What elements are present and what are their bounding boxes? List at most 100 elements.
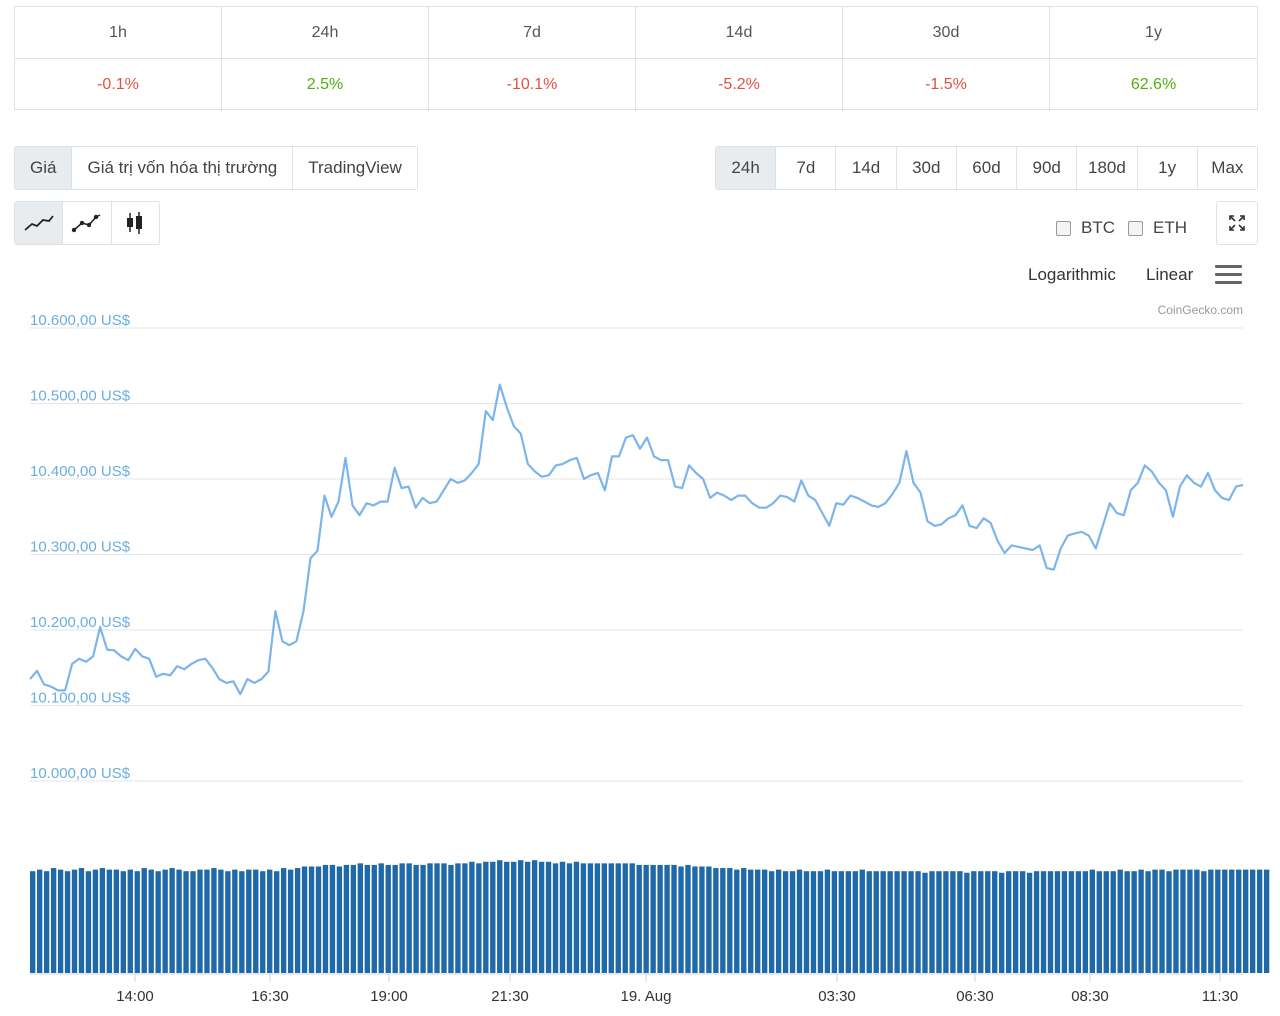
volume-bar [1145,871,1151,973]
line-chart-button[interactable] [15,202,64,244]
range-tab-60d[interactable]: 60d [956,147,1018,189]
range-tab-24h[interactable]: 24h [716,147,777,189]
fullscreen-button[interactable] [1216,201,1258,245]
y-tick-label: 10.100,00 US$ [30,690,131,707]
volume-bar [455,863,461,973]
volume-bar [1075,871,1082,973]
volume-bar [232,869,238,973]
candlestick-chart-button[interactable] [112,202,159,244]
perf-value-7d: -10.1% [429,59,636,111]
perf-header-24h: 24h [222,7,429,59]
volume-bar [810,871,817,973]
volume-bar [336,866,343,973]
volume-bar [601,863,608,973]
volume-bar [483,861,489,973]
price-chart: CoinGecko.com 10.600,00 US$ 10.500,00 US$… [29,303,1270,1005]
volume-bar [580,863,587,973]
compare-btc[interactable]: BTC [1056,218,1115,238]
volume-bar [113,869,120,973]
view-tabs: Giá Giá trị vốn hóa thị trường TradingView [14,146,418,190]
volume-bar [664,864,670,973]
range-tab-7d[interactable]: 7d [776,147,837,189]
volume-bar [1243,869,1249,973]
volume-bar [782,871,789,973]
price-line [29,383,1244,696]
volume-bar [587,863,594,973]
volume-bar [427,863,433,973]
volume-bar [280,868,287,973]
perf-header-14d: 14d [636,7,843,59]
volume-bar [650,864,656,973]
volume-bar [817,871,824,973]
volume-bar [462,863,468,973]
volume-bar [92,869,99,973]
x-tick-label: 21:30 [491,988,529,1005]
volume-bar [699,866,705,973]
volume-bar [1082,871,1089,973]
volume-bar [43,871,50,973]
range-tab-90d[interactable]: 90d [1017,147,1078,189]
volume-bar [392,864,398,973]
volume-bar [1040,871,1047,973]
volume-bar [615,863,621,973]
volume-bar [727,868,733,973]
perf-header-30d: 30d [843,7,1050,59]
volume-bar [678,866,684,973]
volume-bar [999,872,1005,973]
volume-bar [1047,871,1054,973]
volume-bar [929,871,935,973]
range-tab-1y[interactable]: 1y [1137,147,1198,189]
linear-scale-button[interactable]: Linear [1146,265,1194,284]
volume-bar [559,861,566,973]
volume-bar [1215,869,1221,973]
volume-bar [1187,869,1193,973]
volume-bar [671,864,677,973]
range-tabs: 24h 7d 14d 30d 60d 90d 180d 1y Max [715,146,1258,190]
range-tab-30d[interactable]: 30d [896,147,957,189]
volume-bar [922,872,928,973]
y-tick-label: 10.400,00 US$ [30,463,131,480]
perf-value-30d: -1.5% [843,59,1050,111]
volume-bar [343,864,350,973]
view-tab-2[interactable]: TradingView [293,147,417,189]
x-tick-label: 19. Aug [621,988,672,1005]
range-tab-180d[interactable]: 180d [1077,147,1138,189]
volume-bar [1236,869,1242,973]
volume-bar [1229,869,1235,973]
range-tab-14d[interactable]: 14d [836,147,897,189]
view-tab-0[interactable]: Giá [15,147,73,189]
eth-checkbox[interactable] [1128,220,1143,236]
volume-bar [78,868,85,973]
volume-bar [950,871,956,973]
hamburger-menu-icon[interactable] [1215,265,1242,285]
volume-bar [985,871,991,973]
volume-bar [57,869,64,973]
compare-eth[interactable]: ETH [1128,218,1187,238]
volume-bar [176,869,182,973]
volume-bar [538,861,545,973]
btc-checkbox[interactable] [1056,220,1071,236]
view-tab-1[interactable]: Giá trị vốn hóa thị trường [72,147,294,189]
volume-bar [943,871,949,973]
volume-bar [748,869,754,973]
volume-bar [420,864,426,973]
volume-bar [260,871,266,973]
volume-bar [406,863,412,973]
volume-bar [852,871,858,973]
volume-bar [1152,869,1158,973]
volume-bar [566,863,573,973]
volume-bar [1110,871,1116,973]
volume-bar [301,866,308,973]
volume-bar [1138,869,1144,973]
volume-bar [225,871,231,973]
volume-bar [1249,869,1256,973]
logarithmic-scale-button[interactable]: Logarithmic [1028,265,1116,284]
volume-bar [1180,869,1186,973]
line-points-chart-button[interactable] [63,202,112,244]
volume-bar [36,869,43,973]
volume-bar [85,871,92,973]
volume-bar [1019,871,1026,973]
x-tick-label: 19:00 [370,988,408,1005]
range-tab-Max[interactable]: Max [1197,147,1257,189]
volume-bar [322,864,329,973]
